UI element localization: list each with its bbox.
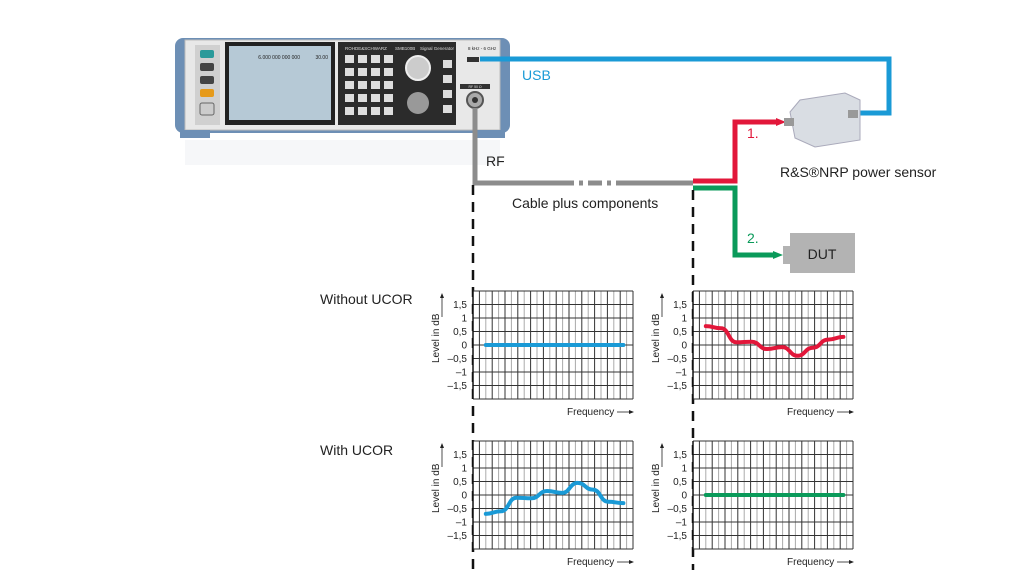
path2-label: 2. [747, 230, 759, 246]
rotary-knob [405, 55, 431, 81]
y-axis-arrow [660, 293, 664, 298]
y-tick-label: –1 [456, 518, 468, 529]
y-tick-label: 1,5 [673, 300, 687, 311]
x-axis-label: Frequency [787, 407, 834, 418]
y-axis-label: Level in dB [651, 463, 662, 513]
frequency-readout: 6.000 000 000 000 [258, 55, 300, 61]
y-axis-arrow [660, 443, 664, 448]
level-readout: 30.00 [315, 55, 328, 61]
y-tick-label: –0,5 [448, 354, 468, 365]
y-tick-label: –1,5 [668, 381, 688, 392]
row-label-without-ucor: Without UCOR [320, 291, 413, 307]
y-axis-arrow [440, 443, 444, 448]
y-tick-label: 1,5 [673, 450, 687, 461]
type-label: Signal Generator [420, 46, 455, 51]
y-tick-label: –1 [676, 368, 688, 379]
y-tick-label: 0 [681, 491, 687, 502]
signal-generator: 6.000 000 000 000 30.00 ROHDE&SCHWARZ SM… [175, 38, 510, 165]
chart-3: 1,5 1 0,5 0 –0,5 –1 –1,5 Level in dB Frequency [431, 440, 634, 568]
path1-line [693, 119, 778, 184]
usb-cable [480, 56, 892, 116]
x-axis-arrow [629, 560, 634, 564]
chart-1: 1,5 1 0,5 0 –0,5 –1 –1,5 Level in dB Frequency [431, 290, 634, 418]
series-line [703, 324, 846, 358]
dut-label: DUT [808, 246, 837, 262]
y-tick-label: 1 [681, 464, 687, 475]
y-tick-label: –1 [676, 518, 688, 529]
y-tick-label: –0,5 [448, 504, 468, 515]
row-label-with-ucor: With UCOR [320, 442, 393, 458]
rf-port-label: RF 50 Ω [468, 85, 482, 89]
chart-4: 1,5 1 0,5 0 –0,5 –1 –1,5 Level in dB Frequency [651, 440, 854, 568]
x-axis-arrow [849, 560, 854, 564]
series-line [483, 480, 626, 516]
y-tick-label: 0,5 [673, 477, 687, 488]
rf-cable [472, 108, 560, 186]
x-axis-arrow [849, 410, 854, 414]
usb-port [467, 57, 479, 62]
y-tick-label: –0,5 [668, 354, 688, 365]
y-axis-label: Level in dB [651, 313, 662, 363]
y-tick-label: 0,5 [453, 477, 467, 488]
y-axis-label: Level in dB [431, 463, 442, 513]
power-sensor [784, 92, 861, 148]
range-label: 8 kHz - 6 GHz [468, 46, 497, 51]
path2-line [693, 185, 775, 258]
sensor-label: R&S®NRP power sensor [780, 164, 937, 180]
keypad [345, 55, 452, 115]
brand-logo: ROHDE&SCHWARZ [345, 46, 387, 51]
rf-label: RF [486, 153, 505, 169]
y-tick-label: 1 [461, 464, 467, 475]
y-tick-label: 1,5 [453, 300, 467, 311]
y-tick-label: 1 [461, 314, 467, 325]
y-tick-label: 0 [461, 341, 467, 352]
chart-2: 1,5 1 0,5 0 –0,5 –1 –1,5 Level in dB Frequency [651, 290, 854, 418]
y-tick-label: –1,5 [448, 381, 468, 392]
x-axis-label: Frequency [787, 557, 834, 568]
y-tick-label: 0,5 [453, 327, 467, 338]
y-tick-label: 0 [461, 491, 467, 502]
y-tick-label: –1 [456, 368, 468, 379]
usb-label: USB [522, 67, 551, 83]
y-tick-label: 0 [681, 341, 687, 352]
cursor-keys [407, 92, 429, 114]
y-tick-label: 1 [681, 314, 687, 325]
instrument-screen [229, 46, 331, 120]
y-tick-label: –0,5 [668, 504, 688, 515]
x-axis-arrow [629, 410, 634, 414]
path1-label: 1. [747, 125, 759, 141]
y-tick-label: 1,5 [453, 450, 467, 461]
x-axis-label: Frequency [567, 407, 614, 418]
x-axis-label: Frequency [567, 557, 614, 568]
model-label: SMB100B [395, 46, 415, 51]
cable-label: Cable plus components [512, 195, 658, 211]
y-tick-label: –1,5 [668, 531, 688, 542]
y-tick-label: 0,5 [673, 327, 687, 338]
dut-box [790, 233, 855, 273]
y-axis-label: Level in dB [431, 313, 442, 363]
y-tick-label: –1,5 [448, 531, 468, 542]
y-axis-arrow [440, 293, 444, 298]
